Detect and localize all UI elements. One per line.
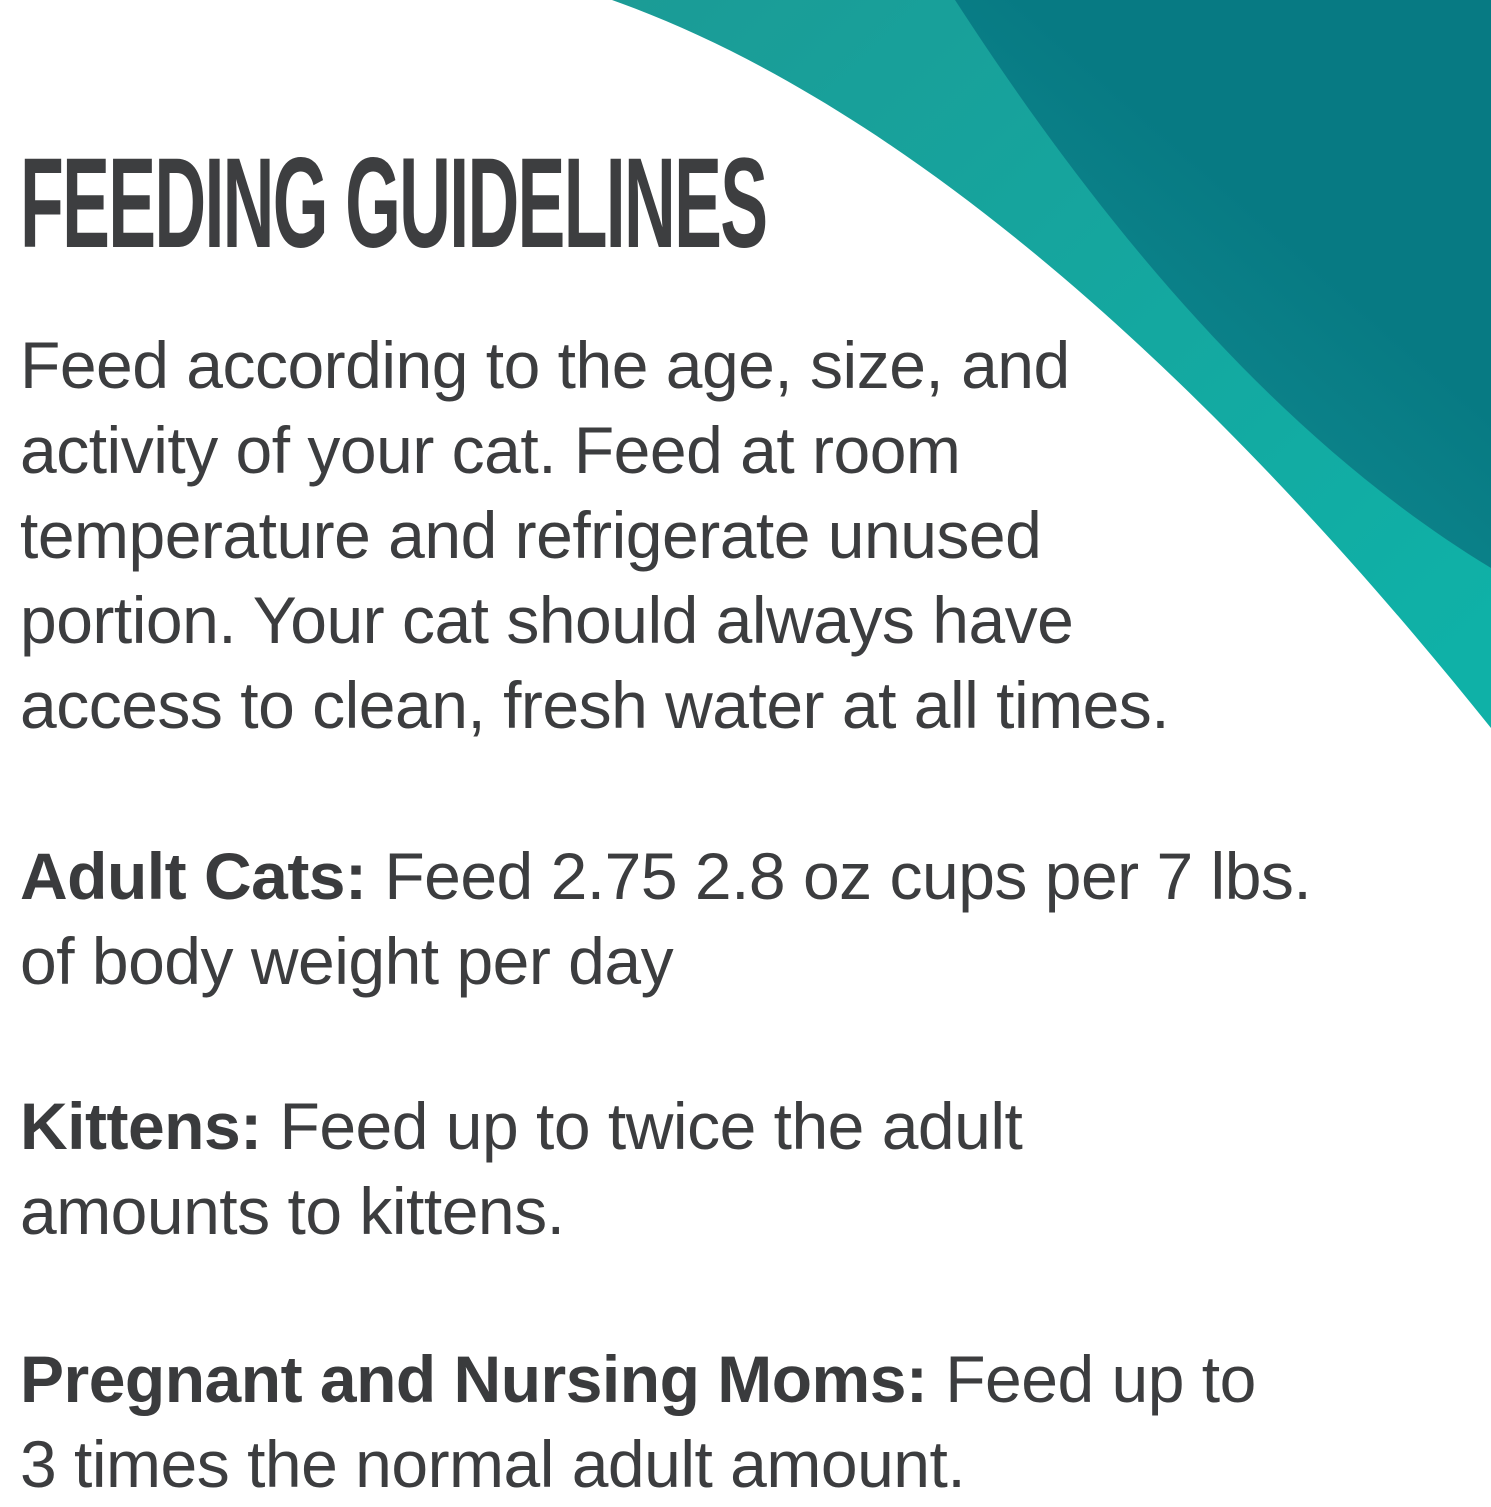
page-title-text: FEEDING GUIDELINES — [20, 132, 768, 275]
adult-cats-text: Feed 2.75 2.8 oz cups per 7 lbs. — [366, 839, 1312, 913]
kittens-line-2: amounts to kittens. — [20, 1174, 565, 1248]
intro-line: temperature and refrigerate unused — [20, 498, 1042, 572]
pregnant-nursing-line-1: Pregnant and Nursing Moms: Feed up to — [20, 1337, 1256, 1422]
adult-cats-section: Adult Cats: Feed 2.75 2.8 oz cups per 7 … — [20, 834, 1312, 1004]
kittens-section: Kittens: Feed up to twice the adult amou… — [20, 1084, 1023, 1254]
adult-cats-line-2: of body weight per day — [20, 924, 674, 998]
pregnant-nursing-section: Pregnant and Nursing Moms: Feed up to 3 … — [20, 1337, 1256, 1507]
pregnant-nursing-label: Pregnant and Nursing Moms: — [20, 1342, 928, 1416]
pregnant-nursing-line-2: 3 times the normal adult amount. — [20, 1427, 966, 1501]
kittens-line-1: Kittens: Feed up to twice the adult — [20, 1084, 1023, 1169]
adult-cats-label: Adult Cats: — [20, 839, 367, 913]
page-title: FEEDING GUIDELINES — [20, 140, 1353, 268]
intro-line: Feed according to the age, size, and — [20, 328, 1070, 402]
feeding-guidelines-panel: FEEDING GUIDELINES Feed according to the… — [20, 0, 1491, 1502]
pregnant-nursing-text: Feed up to — [927, 1342, 1256, 1416]
intro-line: portion. Your cat should always have — [20, 583, 1074, 657]
intro-line: activity of your cat. Feed at room — [20, 413, 961, 487]
kittens-text: Feed up to twice the adult — [261, 1089, 1023, 1163]
intro-paragraph: Feed according to the age, size, and act… — [20, 323, 1170, 748]
kittens-label: Kittens: — [20, 1089, 262, 1163]
intro-line: access to clean, fresh water at all time… — [20, 668, 1170, 742]
adult-cats-line-1: Adult Cats: Feed 2.75 2.8 oz cups per 7 … — [20, 834, 1312, 919]
